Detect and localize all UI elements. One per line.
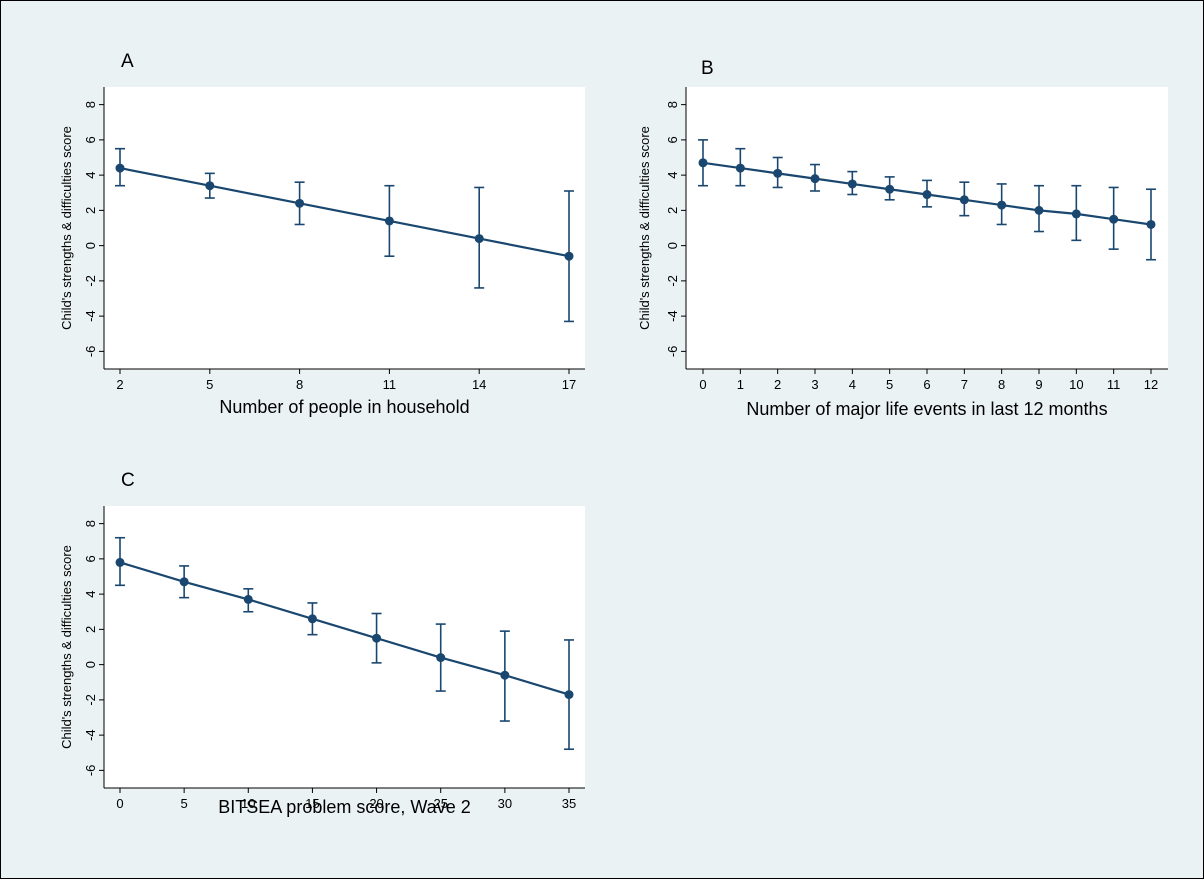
data-point	[698, 158, 708, 168]
plot-area	[104, 506, 585, 788]
data-point	[307, 614, 317, 624]
plot-area	[104, 87, 585, 369]
y-axis-title: Child's strengths & difficulties score	[59, 545, 74, 749]
x-tick-label: 35	[562, 796, 576, 811]
y-tick-label: -6	[665, 346, 680, 358]
data-point	[295, 198, 305, 208]
x-tick-label: 1	[737, 377, 744, 392]
y-tick-label: 4	[83, 172, 98, 179]
data-point	[179, 577, 189, 587]
y-tick-label: 8	[665, 101, 680, 108]
y-tick-label: 6	[665, 136, 680, 143]
panel-a: -6 -4 -2 0 2 4 6 8 2 5 8 11 14 17 Number of people in …	[59, 51, 585, 417]
data-point	[1146, 219, 1156, 229]
data-point	[959, 195, 969, 205]
data-point	[115, 163, 125, 173]
x-tick-label: 11	[383, 377, 397, 392]
data-point	[115, 557, 125, 567]
x-tick-label: 30	[498, 796, 512, 811]
x-tick-label: 8	[296, 377, 303, 392]
x-tick-label: 2	[774, 377, 781, 392]
y-tick-label: -4	[83, 729, 98, 741]
y-tick-label: -6	[83, 346, 98, 358]
y-tick-label: -4	[665, 310, 680, 322]
x-tick-label: 8	[998, 377, 1005, 392]
x-tick-label: 0	[116, 796, 123, 811]
x-tick-label: 5	[886, 377, 893, 392]
data-point	[810, 174, 820, 184]
panel-label: A	[121, 51, 134, 72]
y-tick-label: 0	[83, 242, 98, 249]
data-point	[564, 690, 574, 700]
data-point	[243, 594, 253, 604]
data-point	[500, 670, 510, 680]
plot-area	[686, 87, 1168, 369]
y-tick-label: 4	[665, 172, 680, 179]
panel-label: C	[121, 470, 135, 491]
x-axis-title: BITSEA problem score, Wave 2	[218, 797, 470, 817]
panel-label: B	[701, 58, 714, 79]
data-point	[564, 251, 574, 261]
y-tick-label: 6	[83, 136, 98, 143]
y-tick-label: 2	[665, 207, 680, 214]
x-tick-label: 10	[1069, 377, 1083, 392]
x-tick-label: 17	[562, 377, 576, 392]
y-tick-label: 8	[83, 101, 98, 108]
x-tick-label: 20	[369, 796, 383, 811]
data-point	[1109, 214, 1119, 224]
x-axis-title: Number of people in household	[219, 397, 469, 417]
y-axis-title: Child's strengths & difficulties score	[637, 126, 652, 330]
fitted-line	[119, 166, 570, 258]
x-tick-label: 25	[433, 796, 447, 811]
x-tick-label: 15	[305, 796, 319, 811]
y-tick-label: 6	[83, 555, 98, 562]
x-tick-label: 4	[849, 377, 856, 392]
x-tick-label: 10	[241, 796, 255, 811]
panel-c: -6 -4 -2 0 2 4 6 8 0 5 10 15 20 25 30 35 BITSEA problem …	[59, 470, 585, 817]
data-point	[922, 190, 932, 200]
data-point	[384, 216, 394, 226]
x-tick-label: 5	[181, 796, 188, 811]
x-tick-label: 0	[699, 377, 706, 392]
data-point	[997, 200, 1007, 210]
y-tick-label: 8	[83, 520, 98, 527]
data-point	[474, 234, 484, 244]
y-tick-label: 0	[665, 242, 680, 249]
y-tick-label: 0	[83, 661, 98, 668]
x-tick-label: 11	[1107, 377, 1121, 392]
y-tick-label: 4	[83, 591, 98, 598]
x-tick-label: 6	[923, 377, 930, 392]
x-tick-label: 9	[1035, 377, 1042, 392]
x-tick-label: 2	[116, 377, 123, 392]
data-point	[436, 653, 446, 663]
fitted-line	[119, 561, 570, 696]
x-tick-label: 5	[206, 377, 213, 392]
data-point	[773, 168, 783, 178]
y-tick-label: -2	[665, 275, 680, 287]
data-point	[205, 181, 215, 191]
y-tick-label: 2	[83, 626, 98, 633]
y-tick-label: -6	[83, 765, 98, 777]
x-tick-label: 3	[811, 377, 818, 392]
data-point	[372, 633, 382, 643]
data-point	[885, 184, 895, 194]
y-tick-label: -2	[83, 694, 98, 706]
y-tick-label: -4	[83, 310, 98, 322]
x-tick-label: 14	[472, 377, 486, 392]
x-tick-label: 7	[961, 377, 968, 392]
x-axis-title: Number of major life events in last 12 m…	[746, 399, 1107, 419]
data-point	[847, 179, 857, 189]
y-tick-label: -2	[83, 275, 98, 287]
x-tick-label: 12	[1144, 377, 1158, 392]
y-axis-title: Child's strengths & difficulties score	[59, 126, 74, 330]
data-point	[1034, 205, 1044, 215]
y-tick-label: 2	[83, 207, 98, 214]
data-point	[1071, 209, 1081, 219]
data-point	[735, 163, 745, 173]
